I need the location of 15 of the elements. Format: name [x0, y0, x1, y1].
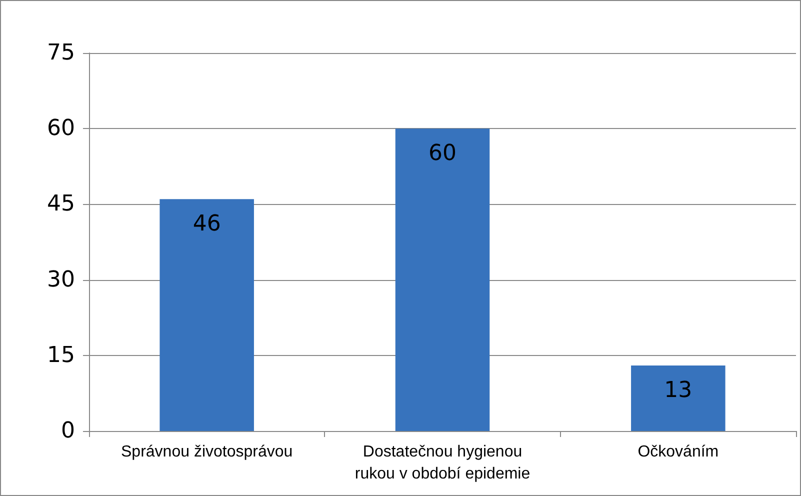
x-tick-label: Správnou životosprávou	[121, 444, 293, 460]
y-tick-label: 30	[47, 267, 75, 292]
x-tick-label: Dostatečnou hygienou rukou v období epidemie	[354, 444, 530, 482]
y-tick-label: 45	[47, 192, 75, 217]
y-tick-label: 75	[47, 40, 75, 66]
data-label: 46	[192, 212, 221, 237]
bar	[395, 128, 490, 431]
data-label: 60	[428, 141, 456, 166]
bar	[631, 365, 726, 431]
data-label: 13	[664, 378, 692, 403]
x-tick-label: Očkováním	[638, 444, 719, 460]
y-tick-label: 60	[47, 116, 75, 142]
y-tick-label: 0	[61, 418, 75, 444]
y-tick-label: 15	[47, 342, 75, 368]
bar	[160, 199, 254, 431]
